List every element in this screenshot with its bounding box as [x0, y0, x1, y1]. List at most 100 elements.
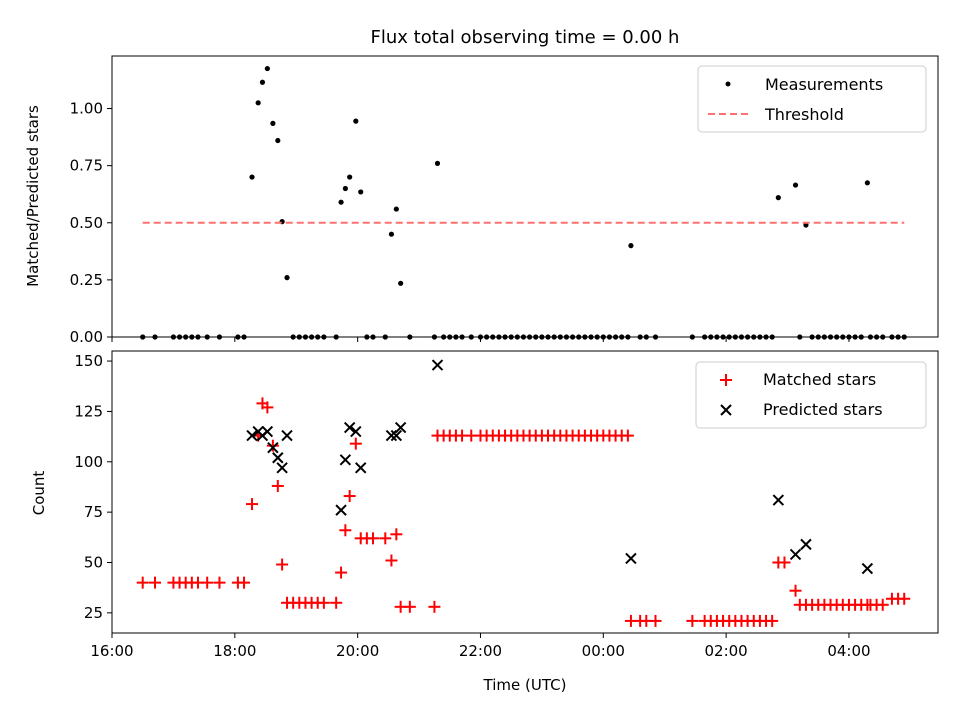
predicted-star-point: [343, 421, 356, 434]
matched-star-point: [317, 596, 330, 609]
predicted-star-point: [385, 429, 398, 442]
ytick-label: 25: [84, 604, 103, 622]
measurement-point: [864, 180, 870, 186]
measurement-point: [270, 120, 276, 126]
xtick-label: 16:00: [90, 642, 133, 660]
bottom-legend: Matched stars Predicted stars: [695, 361, 927, 429]
bottom-axes-frame: [111, 350, 939, 634]
xtick-label: 02:00: [705, 642, 748, 660]
matched-star-point: [649, 614, 662, 627]
measurement-point: [628, 243, 634, 249]
top-legend: Measurements Threshold: [697, 65, 927, 133]
predicted-star-point: [625, 552, 637, 565]
top-ylabel: Matched/Predicted stars: [24, 105, 42, 287]
matched-star-point: [621, 429, 634, 442]
series-predicted-stars: [246, 359, 874, 575]
matched-star-point: [898, 592, 911, 605]
matched-star-point: [876, 598, 889, 611]
legend-predicted-marker: [720, 404, 732, 416]
predicted-star-point: [800, 538, 812, 551]
xtick-label: 20:00: [336, 642, 379, 660]
ytick-label: 0.25: [70, 271, 103, 289]
xtick-label: 04:00: [827, 642, 870, 660]
predicted-star-point: [350, 425, 362, 438]
measurement-point: [275, 137, 281, 144]
matched-star-point: [148, 576, 161, 589]
matched-star-point: [343, 490, 356, 503]
ytick-label: 0.75: [70, 157, 103, 175]
predicted-star-point: [394, 421, 407, 434]
matched-star-point: [379, 532, 392, 545]
matched-star-point: [349, 437, 362, 450]
bottom-panel: Count Time (UTC) 25 50 75 100 125 150 16:00 18:…: [30, 350, 939, 694]
ytick-label: 100: [74, 453, 103, 471]
xtick-label: 18:00: [213, 642, 256, 660]
bottom-ylabel: Count: [30, 471, 48, 516]
matched-star-point: [789, 584, 802, 597]
matched-star-point: [339, 524, 352, 537]
top-panel: Flux total observing time = 0.00 h Match…: [24, 27, 939, 346]
matched-star-point: [276, 558, 289, 571]
ytick-label: 0.00: [70, 328, 103, 346]
matched-star-point: [261, 401, 274, 414]
ytick-label: 50: [84, 554, 103, 572]
predicted-star-point: [772, 494, 785, 506]
predicted-star-point: [390, 429, 403, 442]
ytick-label: 1.00: [70, 100, 103, 118]
matched-star-point: [428, 600, 441, 613]
predicted-star-point: [272, 452, 284, 464]
xtick-label: 22:00: [459, 642, 502, 660]
predicted-star-point: [339, 454, 352, 466]
predicted-star-point: [789, 548, 802, 561]
legend-matched-marker: [720, 374, 732, 386]
measurement-point: [259, 79, 266, 85]
ytick-label: 75: [84, 503, 103, 521]
matched-star-point: [201, 576, 214, 589]
predicted-star-point: [267, 441, 279, 454]
predicted-star-point: [431, 359, 444, 371]
measurement-point: [358, 189, 364, 195]
matched-star-point: [766, 614, 779, 627]
xtick-label: 00:00: [582, 642, 625, 660]
matched-star-point: [385, 554, 398, 567]
matched-star-point: [390, 528, 403, 541]
matched-star-point: [367, 532, 380, 545]
measurement-point: [792, 182, 799, 188]
matched-star-point: [686, 614, 699, 627]
measurement-point: [388, 231, 395, 237]
top-title: Flux total observing time = 0.00 h: [371, 27, 680, 48]
legend-threshold-label: Threshold: [764, 105, 844, 124]
bottom-xlabel: Time (UTC): [483, 676, 567, 694]
measurement-point: [353, 118, 359, 124]
measurement-point: [264, 65, 270, 72]
matched-star-point: [403, 600, 416, 613]
matched-star-point: [335, 566, 348, 579]
predicted-star-point: [355, 462, 367, 474]
matched-star-point: [213, 576, 226, 589]
matched-star-point: [778, 556, 791, 569]
measurement-point: [434, 160, 441, 166]
predicted-star-point: [276, 462, 288, 474]
predicted-star-point: [281, 429, 293, 442]
measurement-point: [249, 174, 255, 180]
matched-star-point: [266, 439, 279, 452]
legend-measurements-marker: [725, 81, 731, 87]
measurement-point: [255, 100, 261, 106]
legend-predicted-label: Predicted stars: [763, 400, 883, 419]
top-axes-frame: [111, 55, 939, 338]
predicted-star-point: [261, 425, 274, 438]
measurement-point: [342, 185, 348, 192]
matched-star-point: [238, 576, 251, 589]
ytick-label: 0.50: [70, 214, 103, 232]
series-matched-stars: [136, 397, 911, 627]
measurement-point: [398, 280, 404, 286]
measurement-point: [393, 206, 399, 212]
predicted-star-point: [861, 562, 874, 575]
measurement-point: [347, 174, 353, 180]
ytick-label: 125: [74, 402, 103, 420]
legend-matched-label: Matched stars: [763, 370, 876, 389]
bottom-legend-box: [695, 361, 927, 429]
measurement-point: [284, 275, 290, 281]
measurement-point: [338, 199, 344, 205]
